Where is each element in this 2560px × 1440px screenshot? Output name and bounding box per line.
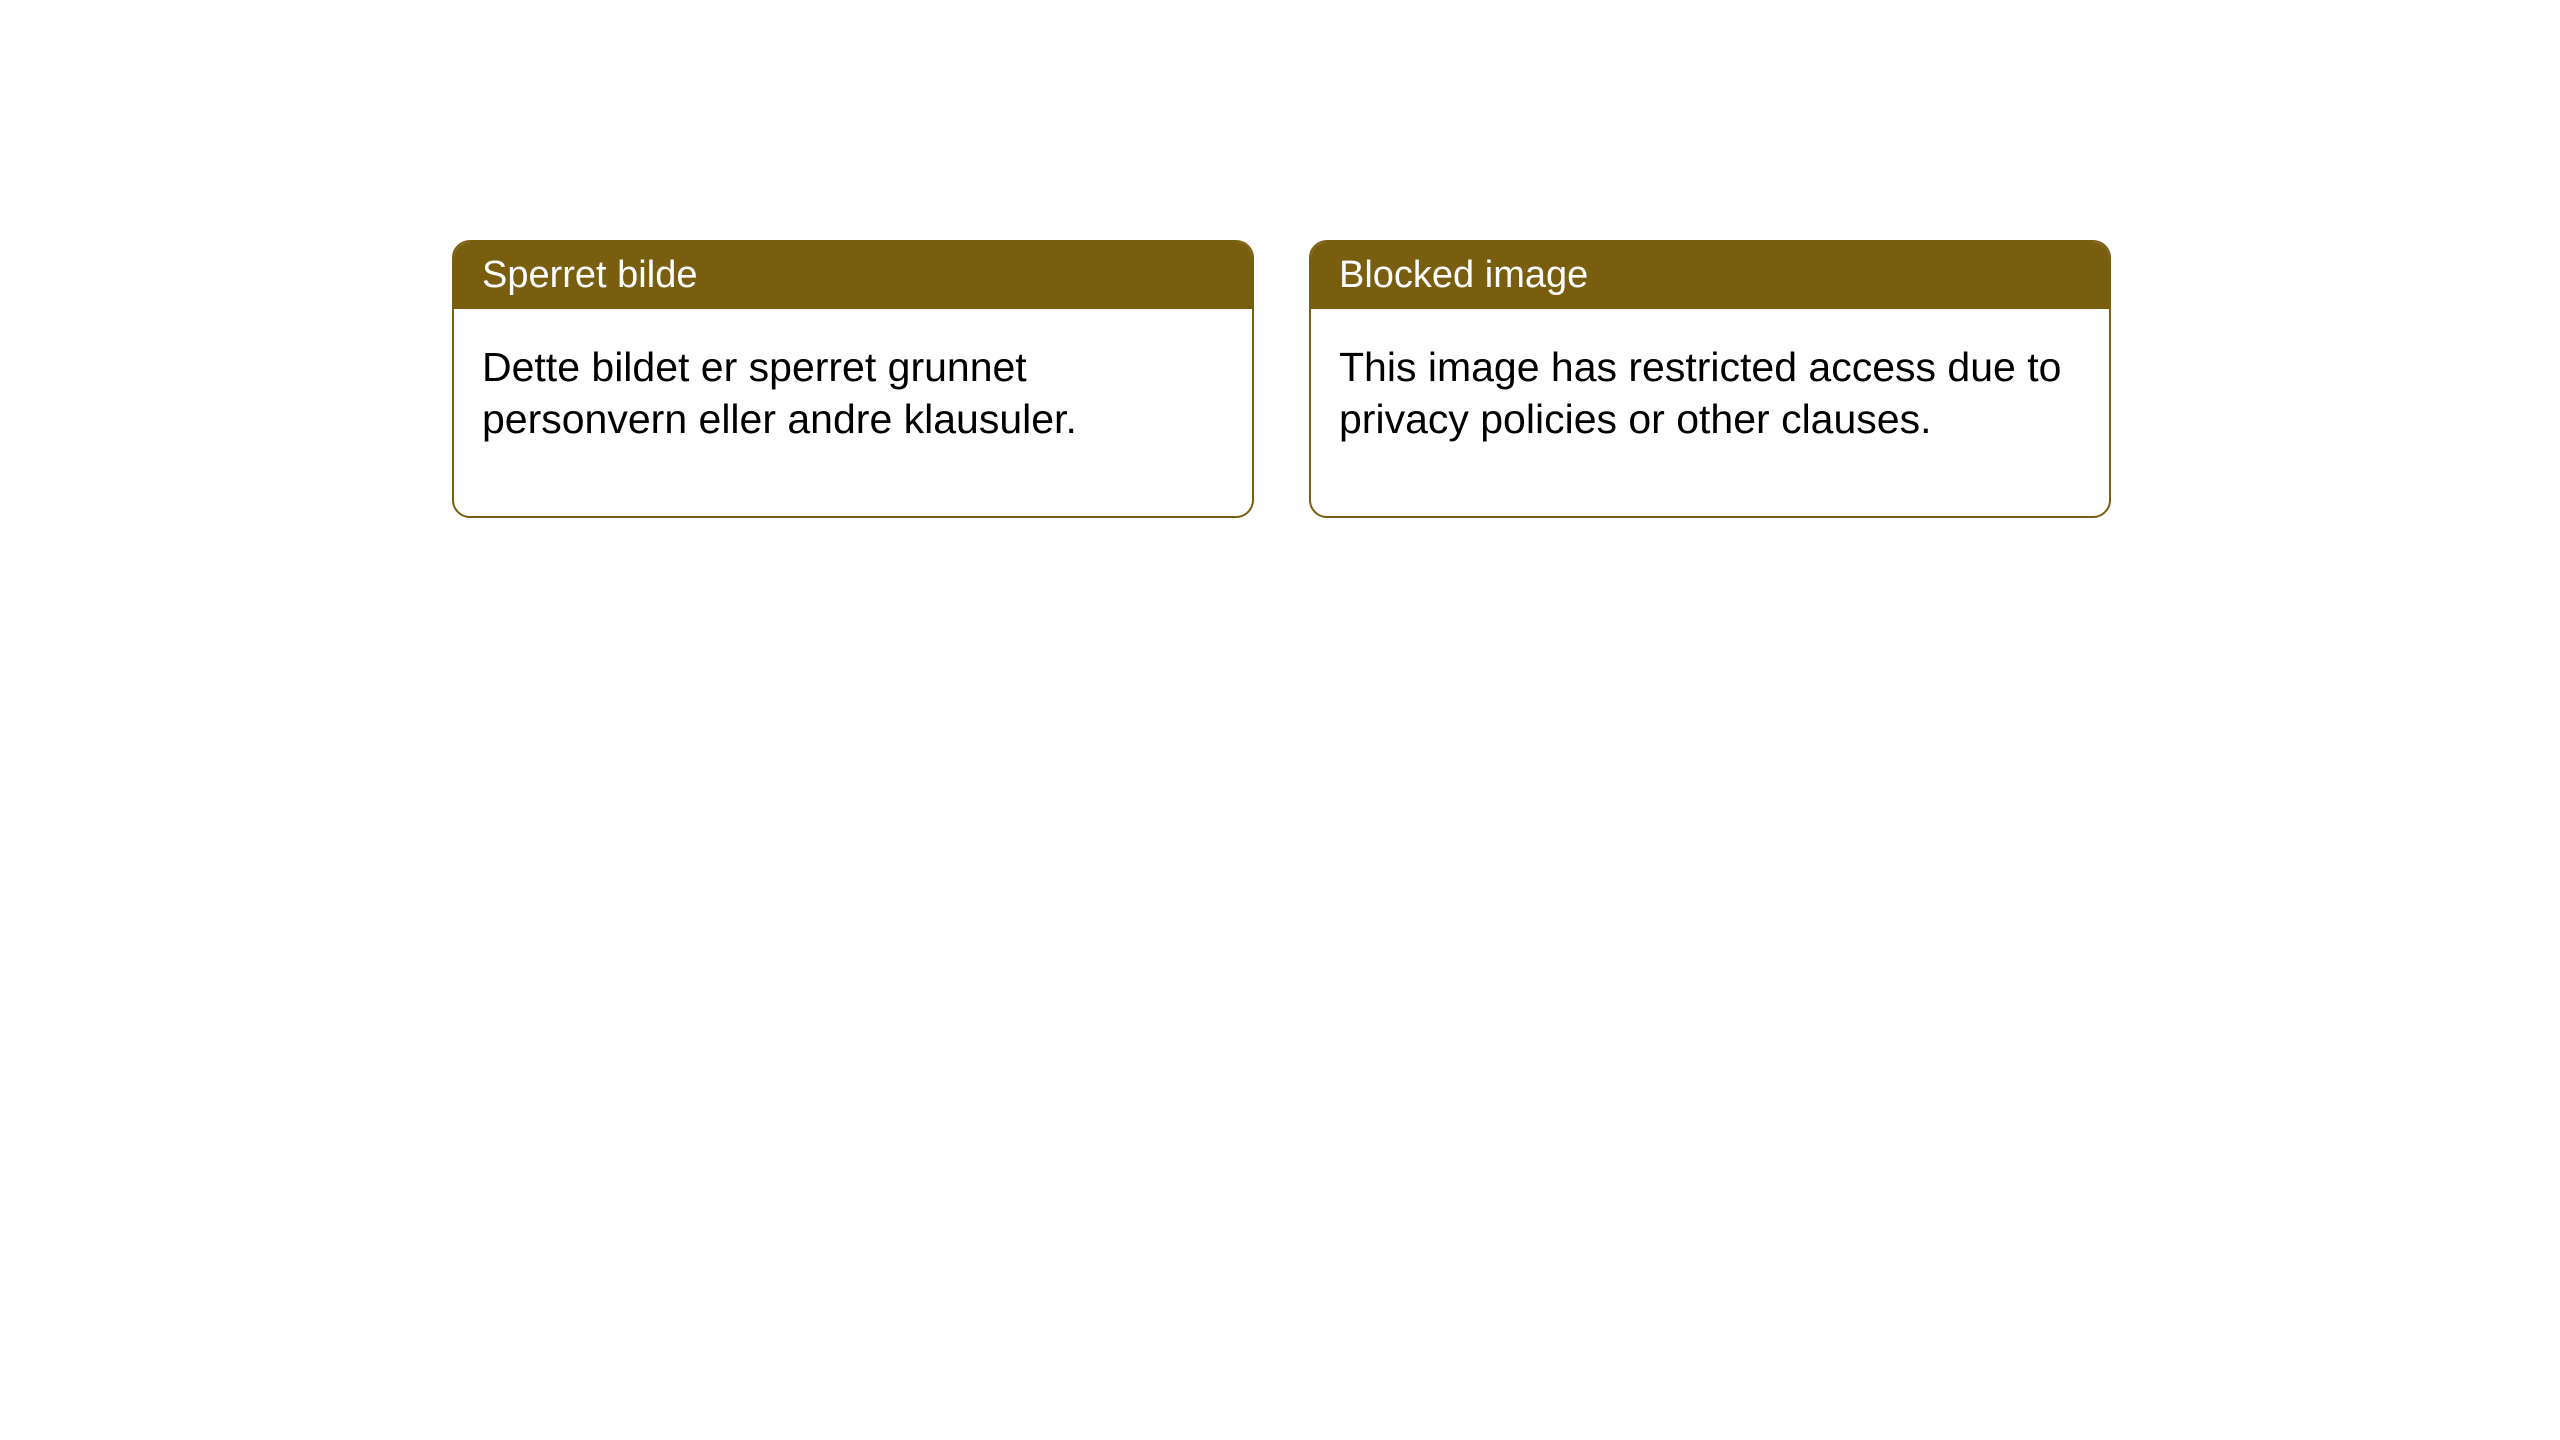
notice-body: This image has restricted access due to … bbox=[1311, 309, 2109, 516]
notice-card-norwegian: Sperret bilde Dette bildet er sperret gr… bbox=[452, 240, 1254, 518]
notice-container: Sperret bilde Dette bildet er sperret gr… bbox=[452, 240, 2111, 518]
notice-header: Blocked image bbox=[1311, 242, 2109, 309]
notice-card-english: Blocked image This image has restricted … bbox=[1309, 240, 2111, 518]
notice-header: Sperret bilde bbox=[454, 242, 1252, 309]
notice-body: Dette bildet er sperret grunnet personve… bbox=[454, 309, 1252, 516]
